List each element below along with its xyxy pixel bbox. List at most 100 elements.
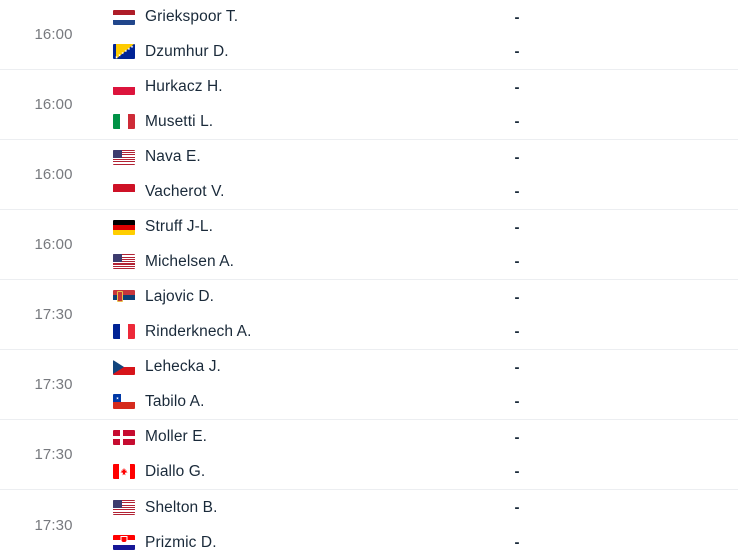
flag-us-icon: [113, 254, 135, 270]
player-name: Griekspoor T.: [145, 8, 239, 26]
player-name: Moller E.: [145, 428, 208, 446]
match-row[interactable]: 16:00 Hurkacz H. Musetti L. - -: [0, 70, 738, 140]
flag-it-icon: [113, 114, 135, 130]
player-score: -: [514, 183, 520, 201]
player-entry[interactable]: Dzumhur D.: [113, 35, 432, 70]
match-row[interactable]: 16:00 Struff J-L. Michelsen A. - -: [0, 210, 738, 280]
player-score: -: [514, 288, 520, 306]
match-players: Moller E. Diallo G.: [107, 420, 432, 489]
player-entry[interactable]: Tabilo A.: [113, 385, 432, 420]
match-start-time: 17:30: [34, 516, 73, 534]
match-extra-column: [602, 140, 738, 209]
match-extra-column: [602, 420, 738, 489]
flag-nl-icon: [113, 9, 135, 25]
flag-us-icon: [113, 500, 135, 515]
player-name: Tabilo A.: [145, 392, 205, 410]
player-name: Vacherot V.: [145, 182, 225, 200]
match-players: Lajovic D. Rinderknech A.: [107, 280, 432, 349]
player-entry[interactable]: Shelton B.: [113, 490, 432, 525]
match-scores: --: [432, 70, 602, 139]
player-name: Lajovic D.: [145, 288, 215, 306]
match-players: Lehecka J. Tabilo A.: [107, 350, 432, 419]
player-entry[interactable]: Griekspoor T.: [113, 0, 432, 35]
match-start-time: 16:00: [34, 166, 73, 183]
match-scores: --: [432, 420, 602, 489]
player-score: -: [514, 78, 520, 96]
match-extra-column: [602, 0, 738, 69]
flag-dk-icon: [113, 429, 135, 445]
player-name: Musetti L.: [145, 112, 214, 130]
player-name: Dzumhur D.: [145, 42, 229, 60]
player-name: Rinderknech A.: [145, 322, 252, 340]
match-start-time: 17:30: [34, 376, 73, 393]
flag-us-icon: [113, 149, 135, 165]
player-score: -: [514, 358, 520, 376]
player-name: Shelton B.: [145, 498, 218, 516]
player-name: Diallo G.: [145, 462, 206, 480]
match-scores: --: [432, 490, 602, 551]
player-entry[interactable]: Nava E.: [113, 140, 432, 175]
player-score: -: [514, 43, 520, 61]
match-start-time: 16:00: [34, 96, 73, 113]
match-players: Shelton B. Prizmic D.: [107, 490, 432, 551]
match-players: Struff J-L. Michelsen A.: [107, 210, 432, 279]
flag-ba-icon: [113, 44, 135, 60]
player-score: -: [514, 393, 520, 411]
player-score: -: [514, 253, 520, 271]
match-row[interactable]: 16:00 Griekspoor T. Dzumhur D. - -: [0, 0, 738, 70]
player-score: -: [514, 534, 520, 551]
match-extra-column: [602, 280, 738, 349]
player-name: Nava E.: [145, 148, 201, 166]
flag-cl-icon: [113, 394, 135, 410]
player-name: Prizmic D.: [145, 533, 217, 551]
match-scores: --: [432, 0, 602, 69]
player-entry[interactable]: Prizmic D.: [113, 525, 432, 551]
player-entry[interactable]: Diallo G.: [113, 455, 432, 490]
match-start-time: 16:00: [34, 236, 73, 253]
player-entry[interactable]: Struff J-L.: [113, 210, 432, 245]
flag-mc-icon: [113, 184, 135, 200]
match-row[interactable]: 17:30 Lehecka J. Tabilo A. - -: [0, 350, 738, 420]
player-score: -: [514, 428, 520, 446]
player-score: -: [514, 499, 520, 516]
match-extra-column: [602, 210, 738, 279]
player-name: Michelsen A.: [145, 252, 235, 270]
player-entry[interactable]: Vacherot V.: [113, 175, 432, 210]
player-entry[interactable]: Moller E.: [113, 420, 432, 455]
player-score: -: [514, 463, 520, 481]
match-row[interactable]: 17:30 Shelton B. Prizmic D. - -: [0, 490, 738, 551]
player-entry[interactable]: Lajovic D.: [113, 280, 432, 315]
match-extra-column: [602, 490, 738, 551]
match-scores: --: [432, 280, 602, 349]
match-scores: --: [432, 140, 602, 209]
match-start-time: 16:00: [34, 26, 73, 43]
player-score: -: [514, 323, 520, 341]
player-entry[interactable]: Hurkacz H.: [113, 70, 432, 105]
match-extra-column: [602, 350, 738, 419]
player-score: -: [514, 8, 520, 26]
match-players: Griekspoor T. Dzumhur D.: [107, 0, 432, 69]
match-players: Nava E. Vacherot V.: [107, 140, 432, 209]
match-row[interactable]: 17:30 Lajovic D. Rinderknech A. - -: [0, 280, 738, 350]
player-score: -: [514, 148, 520, 166]
flag-ca-icon: [113, 464, 135, 480]
match-start-time: 17:30: [34, 446, 73, 463]
flag-cz-icon: [113, 359, 135, 375]
match-row[interactable]: 17:30 Moller E. Diallo G. - -: [0, 420, 738, 490]
player-entry[interactable]: Michelsen A.: [113, 245, 432, 280]
player-entry[interactable]: Lehecka J.: [113, 350, 432, 385]
match-scores: --: [432, 350, 602, 419]
player-entry[interactable]: Rinderknech A.: [113, 315, 432, 350]
flag-fr-icon: [113, 324, 135, 340]
match-row[interactable]: 16:00 Nava E. Vacherot V. - -: [0, 140, 738, 210]
flag-hr-icon: [113, 535, 135, 550]
player-name: Lehecka J.: [145, 358, 221, 376]
player-name: Struff J-L.: [145, 218, 214, 236]
flag-rs-icon: [113, 289, 135, 305]
player-entry[interactable]: Musetti L.: [113, 105, 432, 140]
flag-de-icon: [113, 219, 135, 235]
flag-pl-icon: [113, 79, 135, 95]
match-start-time: 17:30: [34, 306, 73, 323]
player-score: -: [514, 218, 520, 236]
